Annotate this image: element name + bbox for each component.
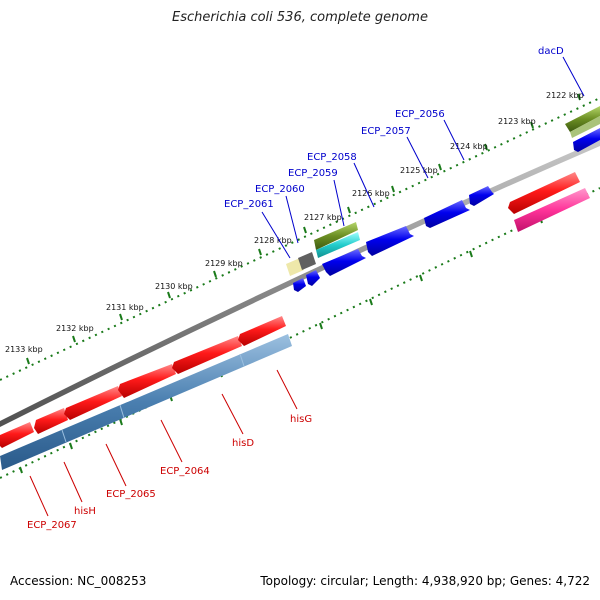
kbp-label: 2125 kbp [400,166,438,175]
kbp-label: 2124 kbp [450,142,488,151]
kbp-label: 2122 kbp [546,91,584,100]
gene-label-hisG[interactable]: hisG [290,414,312,425]
kbp-label: 2126 kbp [352,189,390,198]
cds-arrow-reverse[interactable] [238,316,286,346]
kbp-label: 2133 kbp [5,345,43,354]
reverse-strand-features [0,172,590,448]
cds-arrow-forward[interactable] [573,128,600,152]
band-dividers [61,353,245,443]
forward-strand-features [286,106,600,292]
gene-label-hisH[interactable]: hisH [74,506,96,517]
reverse-feature-band[interactable] [0,334,292,470]
kbp-label: 2132 kbp [56,324,94,333]
olive-feature[interactable] [565,106,600,132]
cds-arrow-forward[interactable] [469,186,494,206]
kbp-labels: 2122 kbp 2123 kbp 2124 kbp 2125 kbp 2126… [5,91,584,354]
cyan-feature[interactable] [316,232,360,258]
kbp-label: 2123 kbp [498,117,536,126]
gene-label-ECP_2056[interactable]: ECP_2056 [395,109,445,120]
kbp-label: 2130 kbp [155,282,193,291]
kbp-label: 2127 kbp [304,213,342,222]
accession-text: Accession: NC_008253 [10,574,147,588]
cds-arrow-forward[interactable] [322,249,366,276]
cds-arrow-reverse[interactable] [508,172,580,214]
kbp-label: 2129 kbp [205,259,243,268]
gene-label-ECP_2060[interactable]: ECP_2060 [255,184,305,195]
gene-label-ECP_2065[interactable]: ECP_2065 [106,489,156,500]
gene-label-ECP_2064[interactable]: ECP_2064 [160,466,210,477]
reverse-gene-labels: hisG hisD ECP_2064 ECP_2065 hisH ECP_206… [27,369,312,531]
cds-arrow-forward[interactable] [293,278,306,292]
grey-feature[interactable] [298,252,316,270]
kbp-label: 2128 kbp [254,236,292,245]
cds-arrow-forward[interactable] [424,200,470,228]
cds-arrow-forward[interactable] [306,270,320,286]
genome-summary: Topology: circular; Length: 4,938,920 bp… [260,574,590,588]
cds-arrow-reverse[interactable] [34,408,68,434]
forward-gene-labels: dacD ECP_2056 ECP_2057 ECP_2058 ECP_2059… [224,46,585,259]
olive-feature-light[interactable] [570,116,600,138]
magenta-feature[interactable] [514,188,590,232]
cds-arrow-reverse[interactable] [172,336,242,374]
cds-arrow-reverse[interactable] [64,386,122,420]
gene-label-hisD[interactable]: hisD [232,438,254,449]
cds-arrow-forward[interactable] [366,226,414,256]
gene-label-ECP_2061[interactable]: ECP_2061 [224,199,274,210]
cds-arrow-reverse[interactable] [0,422,34,448]
gene-label-ECP_2057[interactable]: ECP_2057 [361,126,411,137]
gene-label-ECP_2058[interactable]: ECP_2058 [307,152,357,163]
map-title: Escherichia coli 536, complete genome [172,10,428,25]
gene-label-dacD[interactable]: dacD [538,46,564,57]
outer-tick-track [0,93,600,381]
olive-feature[interactable] [314,222,358,250]
kbp-label: 2131 kbp [106,303,144,312]
inner-tick-track [0,187,600,479]
gene-label-ECP_2067[interactable]: ECP_2067 [27,520,77,531]
cds-arrow-reverse[interactable] [118,364,176,398]
gene-label-ECP_2059[interactable]: ECP_2059 [288,168,338,179]
